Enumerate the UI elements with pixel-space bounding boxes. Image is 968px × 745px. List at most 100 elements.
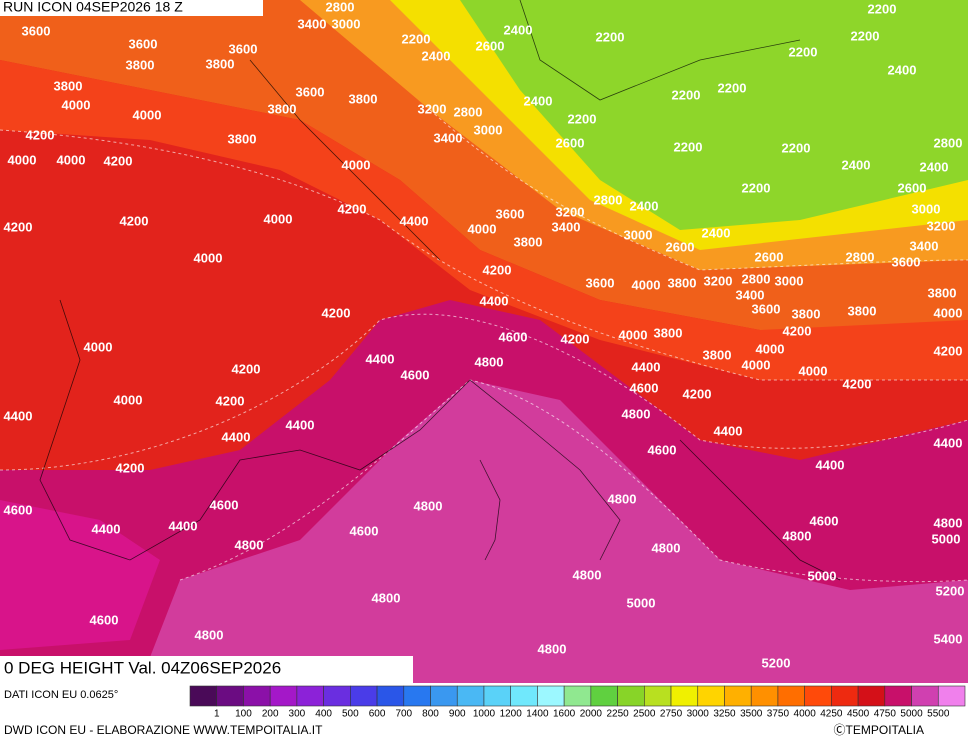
legend-label: 3000	[687, 709, 710, 720]
legend-swatch	[857, 685, 886, 707]
contour-label: 4200	[322, 305, 351, 320]
field-title-box	[0, 656, 413, 683]
contour-label: 4800	[195, 627, 224, 642]
contour-label: 3600	[229, 41, 258, 56]
contour-label: 4400	[632, 359, 661, 374]
contour-label: 4000	[8, 152, 37, 167]
contour-label: 3600	[752, 301, 781, 316]
legend-label: 4750	[874, 709, 897, 720]
contour-label: 3200	[556, 204, 585, 219]
copyright: ⒸTEMPOITALIA	[834, 723, 924, 737]
legend-swatch	[296, 685, 324, 707]
contour-label: 4800	[622, 406, 651, 421]
title-box	[0, 0, 263, 16]
contour-label: 2400	[524, 93, 553, 108]
contour-label: 3400	[910, 238, 939, 253]
contour-label: 2200	[718, 80, 747, 95]
contour-label: 3000	[332, 16, 361, 31]
contour-label: 3200	[418, 101, 447, 116]
contour-label: 5200	[762, 655, 791, 670]
contour-label: 2200	[782, 140, 811, 155]
contour-label: 4600	[499, 329, 528, 344]
legend-swatch	[403, 685, 431, 707]
contour-label: 3600	[586, 275, 615, 290]
contour-label: 4000	[264, 211, 293, 226]
contour-label: 4200	[232, 361, 261, 376]
contour-label: 4000	[619, 327, 648, 342]
legend-swatch	[884, 685, 912, 707]
contour-label: 3800	[848, 303, 877, 318]
legend-swatch	[189, 685, 218, 707]
legend-label: 900	[449, 709, 466, 720]
contour-label: 3600	[496, 206, 525, 221]
contour-label: 2200	[742, 180, 771, 195]
contour-label: 4800	[608, 491, 637, 506]
contour-label: 3000	[775, 273, 804, 288]
contour-label: 4800	[573, 567, 602, 582]
contour-label: 3800	[349, 91, 378, 106]
contour-label: 4000	[934, 305, 963, 320]
contour-label: 4200	[104, 153, 133, 168]
contour-label: 3600	[129, 36, 158, 51]
contour-label: 4000	[632, 277, 661, 292]
legend-label: 700	[395, 709, 412, 720]
legend-label: 300	[289, 709, 306, 720]
contour-label: 2400	[842, 157, 871, 172]
legend-label: 500	[342, 709, 359, 720]
legend-swatch	[617, 685, 645, 707]
legend-label: 3500	[740, 709, 763, 720]
legend-label: 5500	[927, 709, 950, 720]
contour-label: 5000	[932, 531, 961, 546]
legend-swatch	[243, 685, 271, 707]
legend-label: 2750	[660, 709, 683, 720]
contour-label: 4400	[222, 429, 251, 444]
data-source: DATI ICON EU 0.0625°	[4, 689, 118, 701]
legend-swatch	[697, 685, 725, 707]
contour-label: 4600	[630, 380, 659, 395]
contour-label: 2800	[454, 104, 483, 119]
contour-label: 3800	[268, 101, 297, 116]
contour-label: 4200	[116, 460, 145, 475]
contour-label: 4000	[799, 363, 828, 378]
contour-label: 4600	[401, 367, 430, 382]
contour-label: 2200	[674, 139, 703, 154]
contour-label: 4200	[483, 262, 512, 277]
legend-label: 4000	[794, 709, 817, 720]
contour-label: 2400	[504, 22, 533, 37]
contour-labels: 3600 3600 3600 3800 3800 3400 2800 3000 2200 2400…	[4, 0, 965, 670]
contour-label: 4200	[216, 393, 245, 408]
contour-label: 2800	[846, 249, 875, 264]
contour-label: 3800	[668, 275, 697, 290]
contour-label: 2400	[702, 225, 731, 240]
contour-label: 2600	[898, 180, 927, 195]
contour-label: 4400	[480, 293, 509, 308]
contour-label: 2200	[789, 44, 818, 59]
legend-swatch	[350, 685, 378, 707]
legend-swatch	[216, 685, 244, 707]
legend-swatch	[804, 685, 832, 707]
run-title: RUN ICON 04SEP2026 18 Z	[3, 0, 183, 15]
contour-label: 3200	[927, 218, 956, 233]
contour-label: 3800	[514, 234, 543, 249]
legend-label: 100	[235, 709, 252, 720]
contour-label: 2800	[934, 135, 963, 150]
legend-label: 1400	[526, 709, 549, 720]
contour-label: 4800	[783, 528, 812, 543]
contour-label: 4000	[133, 107, 162, 122]
contour-label: 3200	[704, 273, 733, 288]
contour-label: 5400	[934, 631, 963, 646]
contour-label: 4800	[414, 498, 443, 513]
contour-label: 3600	[22, 23, 51, 38]
contour-label: 3000	[474, 122, 503, 137]
contour-label: 4600	[810, 513, 839, 528]
legend-swatch	[590, 685, 618, 707]
legend-swatch	[563, 685, 592, 707]
legend-label: 2000	[580, 709, 603, 720]
contour-label: 2200	[596, 29, 625, 44]
legend-swatch	[483, 685, 511, 707]
contour-label: 3400	[736, 287, 765, 302]
contour-label: 4200	[783, 323, 812, 338]
contour-label: 4600	[350, 523, 379, 538]
legend-swatch	[376, 685, 405, 707]
contour-label: 4200	[120, 213, 149, 228]
